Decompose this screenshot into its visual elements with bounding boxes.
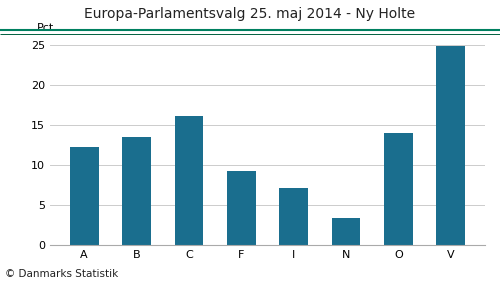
Bar bbox=[122, 137, 151, 245]
Bar bbox=[227, 171, 256, 245]
Text: © Danmarks Statistik: © Danmarks Statistik bbox=[5, 269, 118, 279]
Bar bbox=[174, 116, 204, 245]
Bar bbox=[436, 46, 465, 245]
Bar bbox=[70, 147, 98, 245]
Bar bbox=[280, 188, 308, 245]
Text: Europa-Parlamentsvalg 25. maj 2014 - Ny Holte: Europa-Parlamentsvalg 25. maj 2014 - Ny … bbox=[84, 7, 415, 21]
Bar bbox=[384, 133, 413, 245]
Text: Pct.: Pct. bbox=[37, 23, 58, 34]
Bar bbox=[332, 218, 360, 245]
